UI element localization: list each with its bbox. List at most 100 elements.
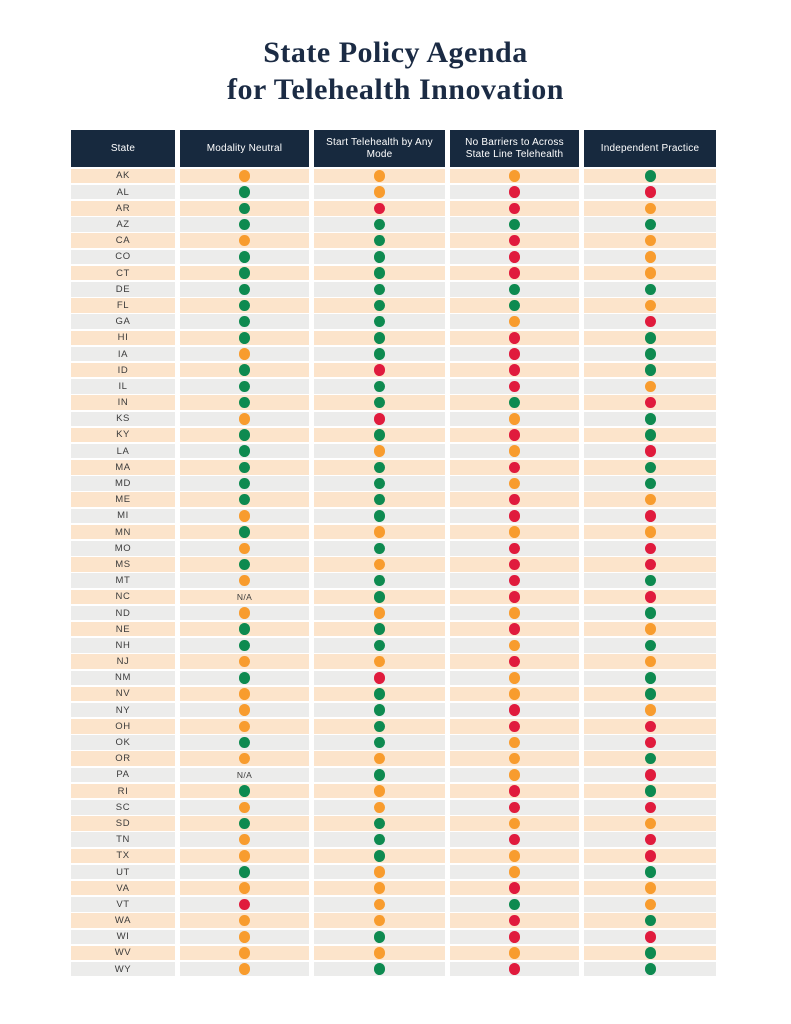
table-row: CA — [71, 233, 720, 248]
status-cell — [584, 411, 716, 426]
status-dot-green — [374, 623, 385, 635]
status-cell — [314, 719, 445, 734]
status-cell — [180, 621, 309, 637]
status-cell — [450, 330, 579, 346]
status-dot-green — [374, 380, 385, 393]
table-row: NY — [71, 702, 720, 718]
status-dot-orange — [374, 898, 385, 911]
status-cell — [314, 638, 445, 653]
state-label: LA — [71, 443, 175, 459]
status-dot-green — [239, 396, 250, 409]
status-dot-green — [644, 785, 656, 797]
status-cell — [180, 702, 309, 718]
status-dot-orange — [239, 882, 250, 894]
status-cell — [180, 541, 309, 556]
table-row: MD — [71, 476, 720, 491]
table-row: NC N/A — [71, 589, 720, 605]
state-label: ME — [71, 492, 175, 507]
status-dot-orange — [644, 882, 656, 894]
status-cell — [314, 362, 445, 378]
status-dot-green — [239, 267, 250, 279]
na-label: N/A — [236, 769, 253, 780]
status-cell — [450, 298, 579, 313]
status-cell — [584, 184, 716, 200]
status-dot-orange — [509, 170, 520, 182]
state-label: KY — [71, 427, 175, 443]
status-dot-red — [509, 493, 520, 506]
table-row: DE — [71, 282, 720, 297]
status-dot-orange — [644, 704, 656, 716]
status-dot-orange — [374, 170, 385, 182]
status-cell — [450, 168, 579, 184]
state-label: DE — [71, 282, 175, 297]
status-cell — [450, 945, 579, 961]
status-cell — [314, 443, 445, 459]
table-row: MN — [71, 524, 720, 540]
table-row: TX — [71, 848, 720, 864]
status-cell — [314, 864, 445, 880]
page-title: State Policy Agenda for Telehealth Innov… — [0, 0, 791, 108]
status-dot-green — [644, 574, 656, 587]
status-cell — [584, 314, 716, 329]
status-cell — [314, 168, 445, 184]
status-cell — [584, 249, 716, 265]
state-label: MA — [71, 460, 175, 475]
status-cell — [450, 816, 579, 831]
status-dot-green — [374, 396, 385, 409]
status-cell — [450, 638, 579, 653]
status-dot-green — [644, 963, 656, 975]
status-dot-red — [509, 574, 520, 587]
status-cell — [314, 379, 445, 394]
table-row: ND — [71, 605, 720, 621]
page-title-line2: for Telehealth Innovation — [226, 73, 564, 106]
table-row: OR — [71, 751, 720, 766]
table-row: IN — [71, 395, 720, 410]
status-dot-orange — [374, 445, 385, 457]
status-dot-orange — [644, 623, 656, 635]
status-cell — [314, 541, 445, 556]
status-cell — [450, 913, 579, 928]
status-cell — [584, 201, 716, 216]
status-cell — [180, 168, 309, 184]
status-cell — [450, 751, 579, 766]
state-label: NH — [71, 638, 175, 653]
status-dot-orange — [239, 752, 250, 765]
status-cell — [180, 460, 309, 475]
status-cell — [450, 427, 579, 443]
status-cell — [314, 460, 445, 475]
status-cell — [584, 800, 716, 815]
status-cell — [180, 686, 309, 702]
status-cell — [450, 961, 579, 977]
status-cell — [450, 686, 579, 702]
status-cell — [584, 346, 716, 362]
table-row: WV — [71, 945, 720, 961]
table-row: GA — [71, 314, 720, 329]
status-dot-green — [644, 607, 656, 619]
status-dot-red — [509, 510, 520, 522]
table-row: PA N/A — [71, 767, 720, 783]
state-label: CA — [71, 233, 175, 248]
status-dot-red — [509, 380, 520, 393]
status-cell — [450, 880, 579, 896]
table-row: HI — [71, 330, 720, 346]
status-cell — [450, 476, 579, 491]
status-dot-green — [239, 672, 250, 684]
status-dot-orange — [644, 655, 656, 668]
status-cell — [584, 816, 716, 831]
status-cell — [450, 443, 579, 459]
status-cell — [584, 282, 716, 297]
status-dot-green — [239, 332, 250, 344]
status-cell — [450, 265, 579, 281]
status-cell — [180, 945, 309, 961]
status-cell — [180, 298, 309, 313]
table-row: VT — [71, 897, 720, 912]
status-cell — [314, 621, 445, 637]
table-row: CO — [71, 249, 720, 265]
status-cell — [180, 638, 309, 653]
status-cell — [584, 621, 716, 637]
status-cell — [450, 184, 579, 200]
status-cell — [314, 654, 445, 669]
status-dot-green — [644, 170, 656, 182]
status-cell — [314, 880, 445, 896]
status-cell — [314, 800, 445, 815]
